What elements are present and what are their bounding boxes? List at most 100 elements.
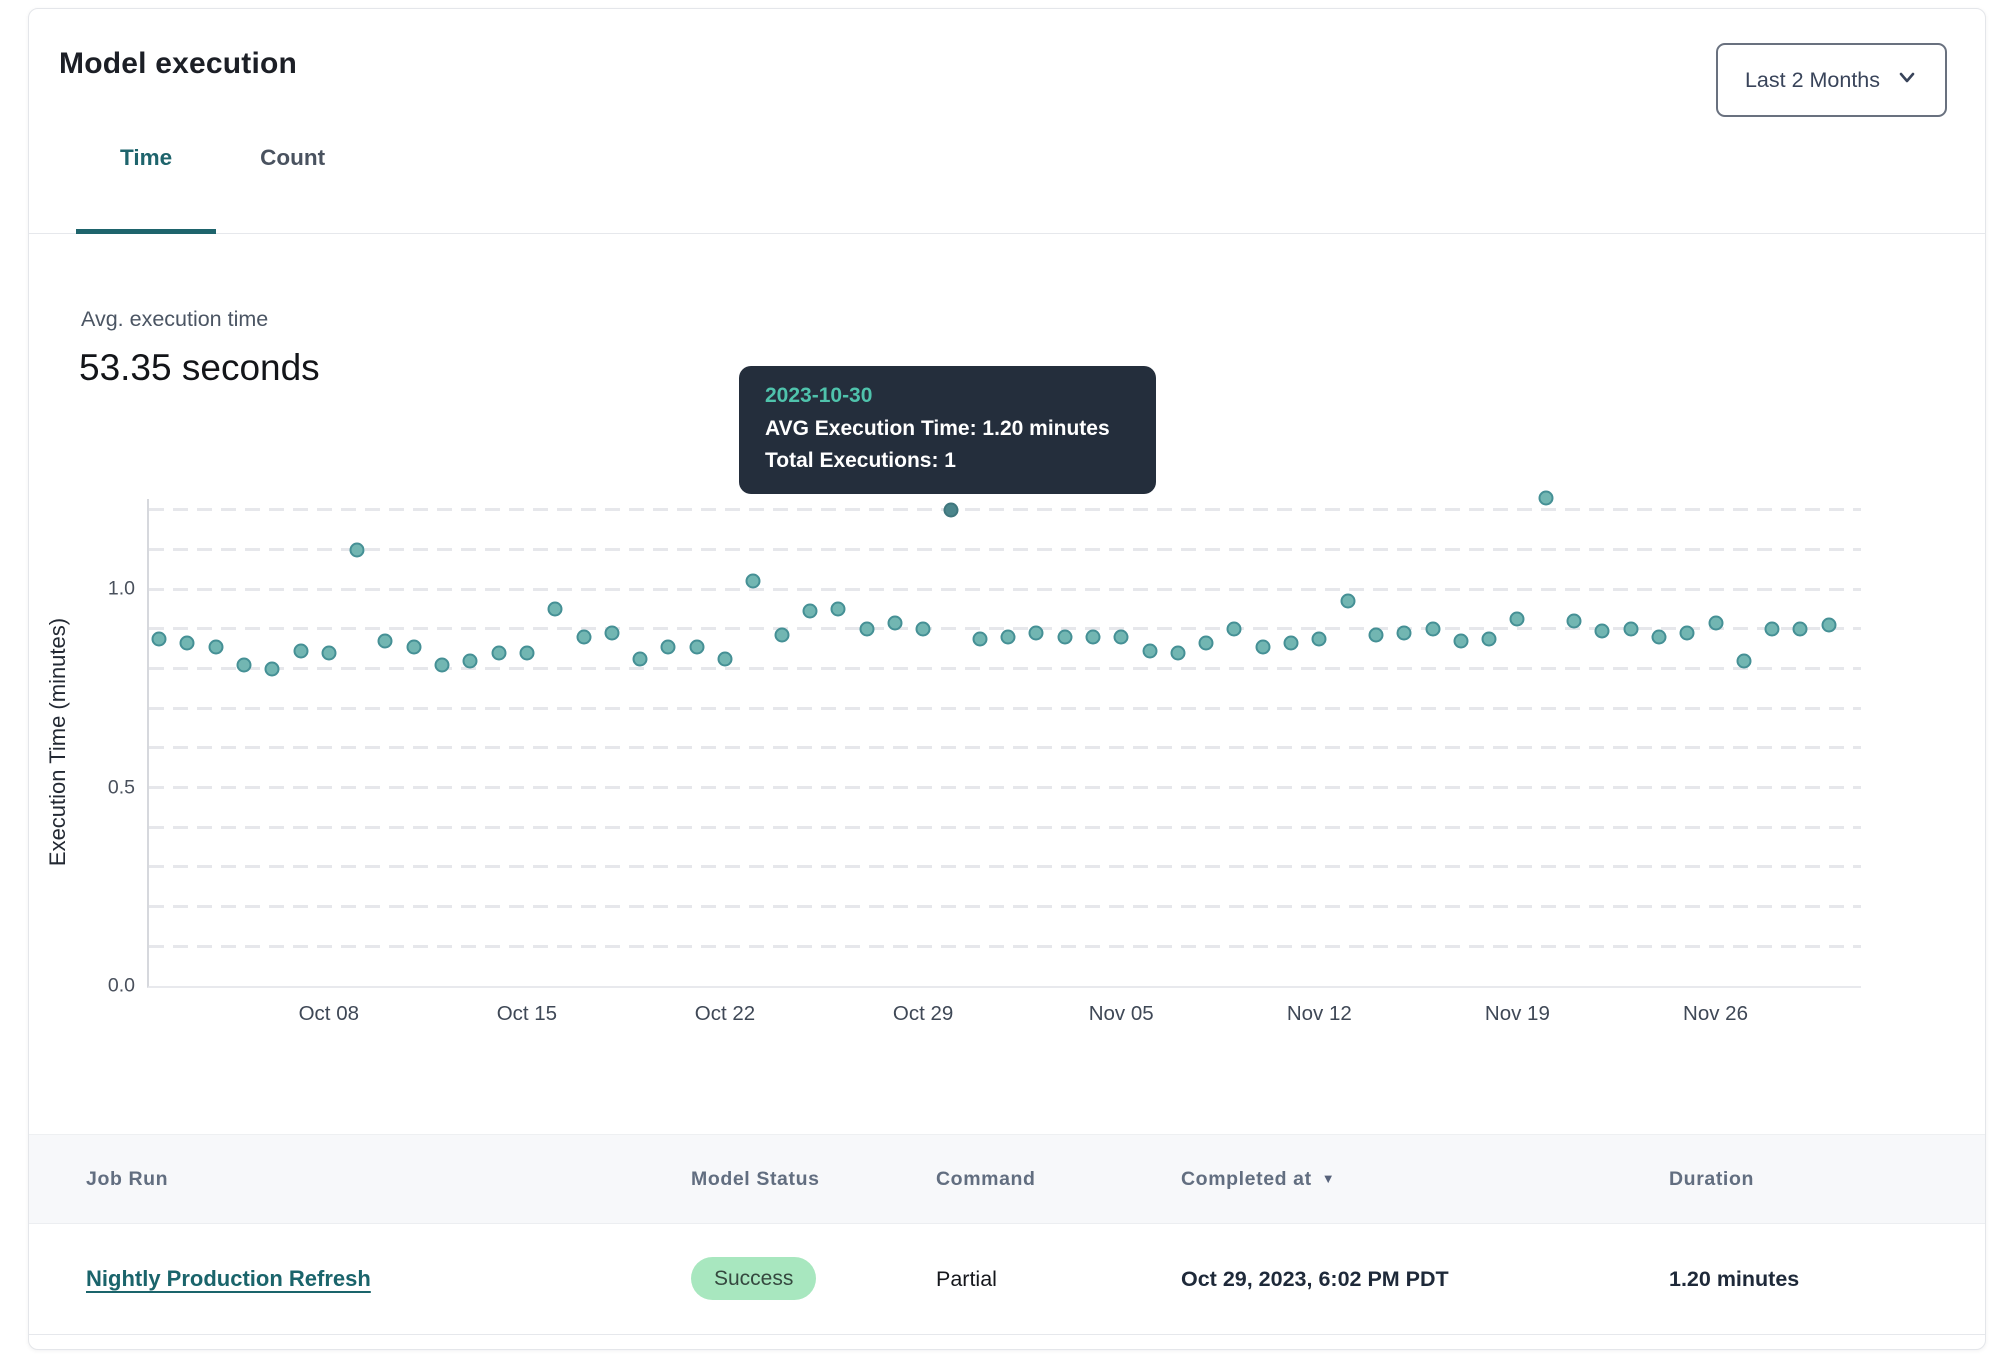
data-point[interactable]: [1198, 635, 1214, 651]
data-point[interactable]: [1425, 621, 1440, 637]
column-header-completed-at[interactable]: Completed at ▼: [1181, 1167, 1336, 1190]
tab-count[interactable]: Count: [260, 145, 326, 170]
gridline: [149, 508, 1861, 512]
duration-cell: 1.20 minutes: [1669, 1266, 1800, 1291]
x-axis-tick-label: Oct 29: [892, 1002, 954, 1025]
x-axis-tick-label: Oct 15: [496, 1002, 558, 1025]
data-point[interactable]: [491, 645, 507, 661]
data-point[interactable]: [774, 627, 790, 643]
data-point[interactable]: [208, 639, 224, 655]
data-point[interactable]: [745, 573, 761, 589]
data-point[interactable]: [915, 621, 931, 637]
data-point[interactable]: [972, 631, 988, 647]
data-point[interactable]: [462, 653, 478, 669]
data-point[interactable]: [377, 633, 393, 649]
date-range-label: Last 2 Months: [1744, 67, 1880, 92]
data-point[interactable]: [1736, 653, 1752, 669]
y-axis-tick-label: 1.0: [107, 577, 135, 600]
data-point[interactable]: [1057, 629, 1073, 645]
data-point[interactable]: [1708, 615, 1723, 631]
x-axis-tick-label: Oct 22: [694, 1002, 756, 1025]
data-point[interactable]: [1792, 621, 1808, 637]
data-point[interactable]: [1170, 645, 1186, 661]
data-point[interactable]: [1764, 621, 1780, 637]
execution-scatter-chart: 0.0 0.5 1.0 Oct 08 Oct 15 Oct 22 Oct 29 Nov 05 N…: [108, 490, 1861, 1025]
data-point[interactable]: [1509, 611, 1525, 627]
data-point[interactable]: [1000, 629, 1016, 645]
chevron-down-icon: [1896, 66, 1918, 94]
data-point[interactable]: [293, 643, 308, 659]
data-point[interactable]: [887, 615, 903, 631]
data-point[interactable]: [689, 639, 705, 655]
data-point[interactable]: [1538, 490, 1554, 506]
date-range-selector[interactable]: Last 2 Months: [1715, 43, 1947, 117]
data-point[interactable]: [179, 635, 195, 651]
data-point[interactable]: [547, 601, 563, 617]
data-point[interactable]: [406, 639, 422, 655]
data-point[interactable]: [632, 651, 648, 667]
avg-execution-time-value: 53.35 seconds: [79, 347, 320, 388]
data-point[interactable]: [1623, 621, 1639, 637]
command-cell: Partial: [936, 1266, 997, 1291]
y-axis-title: Execution Time (minutes): [45, 617, 70, 867]
data-point-selected[interactable]: [943, 502, 959, 518]
x-axis-tick-label: Nov 05: [1088, 1002, 1154, 1025]
data-point[interactable]: [1566, 613, 1582, 629]
data-point[interactable]: [660, 639, 676, 655]
y-axis-tick-label: 0.5: [107, 776, 135, 799]
data-point[interactable]: [434, 657, 450, 673]
data-point[interactable]: [1453, 633, 1469, 649]
page-title: Model execution: [59, 47, 298, 80]
x-axis-tick-label: Nov 26: [1683, 1002, 1748, 1025]
data-point[interactable]: [1028, 625, 1044, 641]
data-point[interactable]: [1255, 639, 1271, 655]
data-point[interactable]: [717, 651, 733, 667]
gridline: [149, 746, 1861, 750]
data-point[interactable]: [802, 603, 818, 619]
table-row: Nightly Production Refresh Success Partial…: [29, 1224, 1985, 1335]
data-point[interactable]: [1651, 629, 1667, 645]
chart-tooltip: 2023-10-30 AVG Execution Time: 1.20 minu…: [739, 366, 1156, 494]
gridline: [149, 825, 1861, 829]
column-header-job-run: Job Run: [86, 1167, 169, 1190]
data-point[interactable]: [1283, 635, 1299, 651]
data-point[interactable]: [1821, 617, 1837, 633]
x-axis-tick-label: Nov 19: [1484, 1002, 1550, 1025]
data-point[interactable]: [236, 657, 252, 673]
data-point[interactable]: [1340, 593, 1356, 609]
data-point[interactable]: [830, 601, 846, 617]
tab-time[interactable]: Time: [76, 129, 217, 234]
job-run-link[interactable]: Nightly Production Refresh: [86, 1266, 371, 1291]
data-point[interactable]: [321, 645, 337, 661]
data-point[interactable]: [151, 631, 167, 647]
data-point[interactable]: [1142, 643, 1157, 659]
gridline: [149, 587, 1861, 591]
data-point[interactable]: [1226, 621, 1242, 637]
data-point[interactable]: [1368, 627, 1384, 643]
table-body: Nightly Production Refresh Success Partial…: [29, 1224, 1985, 1335]
gridline: [149, 667, 1861, 671]
gridline: [149, 706, 1861, 710]
data-point[interactable]: [519, 645, 535, 661]
data-point[interactable]: [859, 621, 874, 637]
model-execution-card: Model execution Last 2 Months Time Count…: [28, 8, 1986, 1350]
data-point[interactable]: [1594, 623, 1610, 639]
data-point[interactable]: [349, 542, 365, 558]
y-axis-tick-label: 0.0: [107, 974, 135, 997]
data-point[interactable]: [1085, 629, 1101, 645]
tooltip-avg-execution-time: AVG Execution Time: 1.20 minutes: [765, 417, 1110, 440]
data-point[interactable]: [604, 625, 620, 641]
data-point[interactable]: [1396, 625, 1412, 641]
data-point[interactable]: [1481, 631, 1497, 647]
x-axis-tick-label: Oct 08: [298, 1002, 359, 1025]
tooltip-date: 2023-10-30: [765, 384, 873, 407]
column-header-command: Command: [936, 1167, 1036, 1190]
job-runs-table: Job Run Model Status Command Completed a…: [29, 1134, 1985, 1335]
data-point[interactable]: [576, 629, 591, 645]
chart-tabs: Time Count: [29, 129, 1985, 234]
data-point[interactable]: [1113, 629, 1129, 645]
data-point[interactable]: [1311, 631, 1327, 647]
gridline: [149, 548, 1861, 552]
data-point[interactable]: [1679, 625, 1695, 641]
data-point[interactable]: [264, 661, 280, 677]
